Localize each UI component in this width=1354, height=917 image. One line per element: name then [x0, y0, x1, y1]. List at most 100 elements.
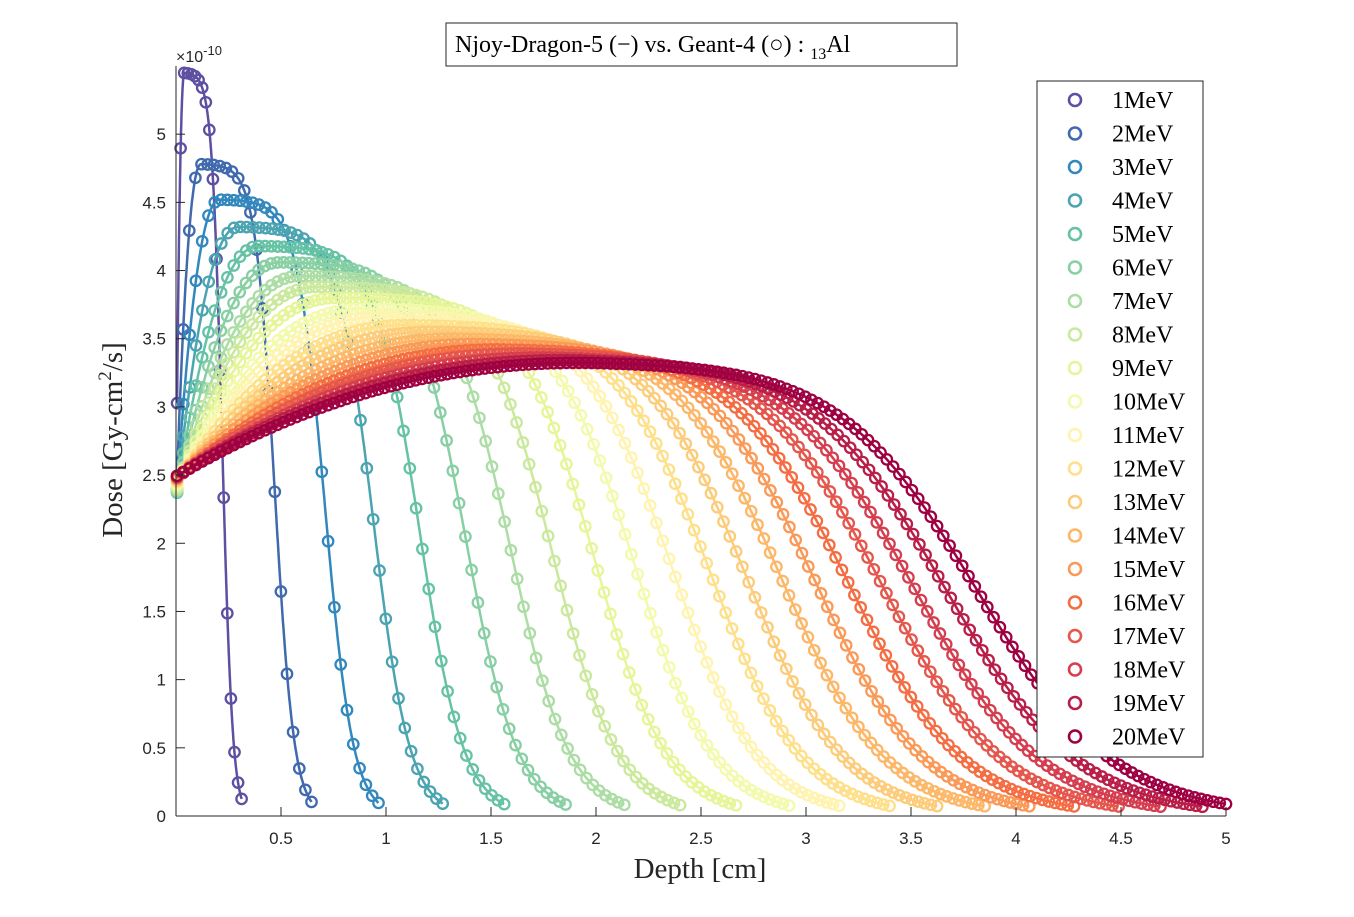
data-point	[547, 356, 561, 370]
y-tick-label: 0	[157, 807, 166, 826]
data-point	[660, 359, 674, 373]
data-point	[328, 317, 342, 331]
data-point	[998, 779, 1012, 793]
data-point	[434, 654, 448, 668]
data-point	[239, 276, 253, 290]
data-point	[729, 798, 743, 812]
data-point	[566, 627, 580, 640]
data-point	[296, 256, 309, 270]
data-point	[966, 783, 979, 797]
data-point	[252, 198, 266, 211]
data-point	[643, 499, 657, 512]
data-point	[817, 727, 831, 741]
data-point	[1169, 785, 1183, 799]
data-point	[968, 580, 982, 593]
data-point	[208, 366, 222, 380]
data-point	[283, 413, 297, 426]
y-tick-label: 2.5	[142, 466, 166, 485]
data-point	[1018, 768, 1031, 782]
legend-marker	[1067, 595, 1083, 610]
legend-box	[1036, 80, 1204, 758]
data-point	[858, 728, 872, 742]
data-point	[593, 454, 607, 467]
data-point	[624, 395, 638, 408]
data-point	[604, 607, 617, 621]
data-point	[985, 790, 998, 804]
data-point	[472, 773, 486, 787]
data-point	[321, 291, 335, 305]
data-point	[246, 358, 260, 372]
data-point	[366, 302, 379, 316]
data-point	[227, 325, 241, 339]
data-point	[1114, 779, 1128, 792]
data-point	[852, 720, 865, 734]
data-point	[751, 518, 764, 532]
data-point	[617, 798, 631, 812]
data-point	[986, 773, 999, 786]
data-point	[618, 386, 632, 400]
data-point	[958, 668, 972, 682]
data-point	[792, 687, 806, 700]
data-point	[918, 501, 931, 514]
data-point	[996, 719, 1010, 732]
data-point	[359, 273, 373, 287]
data-point	[776, 724, 789, 738]
data-point	[296, 408, 310, 421]
data-point	[817, 400, 831, 414]
data-point	[870, 516, 884, 529]
data-point	[433, 406, 447, 419]
data-point	[833, 626, 847, 640]
data-point	[290, 350, 304, 364]
data-point	[404, 744, 418, 758]
data-point	[599, 400, 613, 413]
legend-label: 14MeV	[1112, 524, 1186, 550]
data-point	[842, 516, 856, 530]
data-point	[509, 358, 523, 372]
data-point	[189, 339, 203, 352]
data-point	[252, 351, 266, 365]
data-point	[448, 313, 461, 326]
data-point	[397, 424, 410, 438]
data-point	[1068, 790, 1082, 804]
data-point	[411, 762, 424, 776]
data-point	[685, 448, 699, 462]
data-point	[1131, 769, 1145, 783]
data-point	[857, 495, 871, 509]
data-point	[593, 389, 607, 403]
data-point	[905, 633, 918, 646]
data-point	[788, 742, 802, 755]
data-point	[484, 655, 497, 668]
data-point	[906, 527, 920, 541]
data-point	[864, 505, 877, 519]
data-point	[528, 357, 542, 371]
data-point	[773, 380, 787, 393]
data-point	[687, 523, 701, 537]
legend-marker	[1067, 293, 1083, 309]
data-point	[221, 338, 234, 351]
data-point	[961, 718, 975, 732]
data-point	[268, 485, 282, 499]
data-point	[736, 560, 749, 574]
data-point	[548, 712, 562, 726]
data-point	[360, 461, 374, 475]
data-point	[827, 613, 840, 627]
data-point	[908, 582, 922, 596]
data-point	[927, 784, 941, 798]
data-point	[704, 486, 718, 500]
data-point	[754, 427, 767, 440]
data-point	[807, 791, 821, 805]
data-point	[207, 158, 221, 172]
legend-item: 16MeV	[1067, 591, 1186, 617]
data-point	[637, 482, 651, 496]
data-point	[497, 360, 511, 373]
data-point	[650, 516, 663, 530]
data-point	[290, 241, 303, 255]
data-point	[801, 788, 815, 802]
data-point	[441, 312, 455, 326]
data-point	[246, 429, 259, 443]
data-point	[826, 797, 840, 811]
data-point	[894, 507, 907, 521]
data-point	[208, 341, 222, 354]
data-point	[668, 477, 682, 491]
data-point	[826, 777, 840, 790]
